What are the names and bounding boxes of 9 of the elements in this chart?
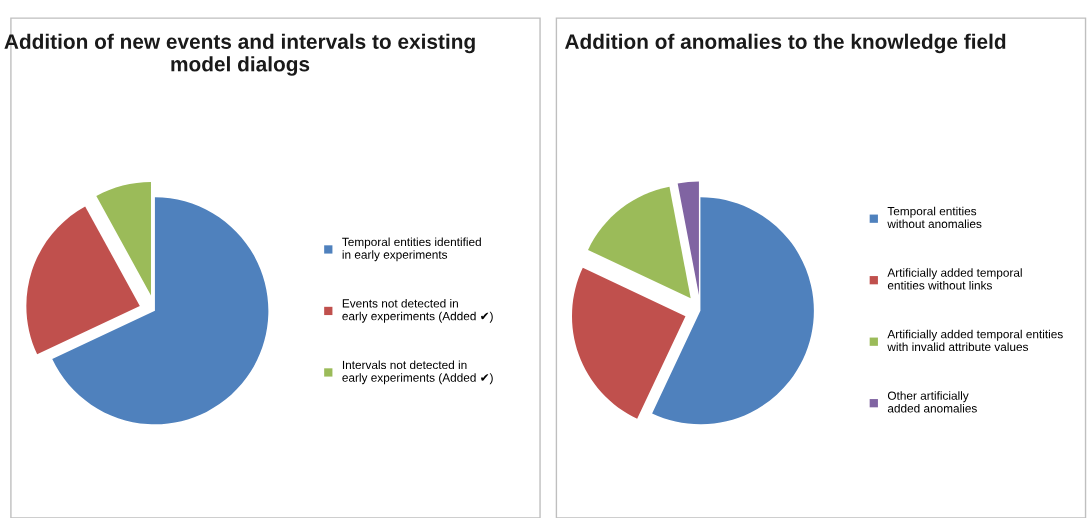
legend-label: Intervals not detected in early experiments (Added ✔): [342, 360, 493, 385]
legend-label: Other artificially added anomalies: [887, 391, 977, 413]
legend-label: Temporal entities without anomalies: [887, 206, 982, 229]
chart-title: Addition of new events and intervals to existing model dialogs: [4, 33, 475, 76]
legend-label: Temporal entities identified in early experiments: [342, 237, 481, 262]
legend-label: Artificially added temporal entities without links: [887, 268, 1022, 290]
legend-label: Artificially added temporal entities with invalid attribute values: [887, 329, 1063, 352]
legend-label: Events not detected in early experiments (Added ✔): [342, 298, 493, 323]
chart-title: Addition of anomalies to the knowledge field: [564, 33, 1006, 54]
